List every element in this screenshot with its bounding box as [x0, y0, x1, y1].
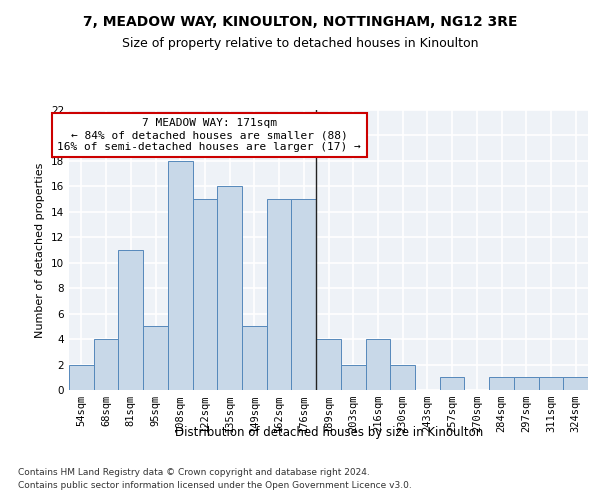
Bar — [168, 161, 193, 390]
Bar — [539, 378, 563, 390]
Bar — [390, 364, 415, 390]
Bar — [563, 378, 588, 390]
Bar — [365, 339, 390, 390]
Bar — [514, 378, 539, 390]
Bar — [242, 326, 267, 390]
Bar — [69, 364, 94, 390]
Bar — [143, 326, 168, 390]
Bar — [316, 339, 341, 390]
Bar — [217, 186, 242, 390]
Text: 7 MEADOW WAY: 171sqm
← 84% of detached houses are smaller (88)
16% of semi-detac: 7 MEADOW WAY: 171sqm ← 84% of detached h… — [57, 118, 361, 152]
Bar — [489, 378, 514, 390]
Bar — [94, 339, 118, 390]
Text: Contains public sector information licensed under the Open Government Licence v3: Contains public sector information licen… — [18, 482, 412, 490]
Bar — [193, 199, 217, 390]
Text: Distribution of detached houses by size in Kinoulton: Distribution of detached houses by size … — [175, 426, 483, 439]
Text: Contains HM Land Registry data © Crown copyright and database right 2024.: Contains HM Land Registry data © Crown c… — [18, 468, 370, 477]
Y-axis label: Number of detached properties: Number of detached properties — [35, 162, 46, 338]
Bar — [440, 378, 464, 390]
Bar — [118, 250, 143, 390]
Text: Size of property relative to detached houses in Kinoulton: Size of property relative to detached ho… — [122, 38, 478, 51]
Bar — [341, 364, 365, 390]
Text: 7, MEADOW WAY, KINOULTON, NOTTINGHAM, NG12 3RE: 7, MEADOW WAY, KINOULTON, NOTTINGHAM, NG… — [83, 16, 517, 30]
Bar — [267, 199, 292, 390]
Bar — [292, 199, 316, 390]
